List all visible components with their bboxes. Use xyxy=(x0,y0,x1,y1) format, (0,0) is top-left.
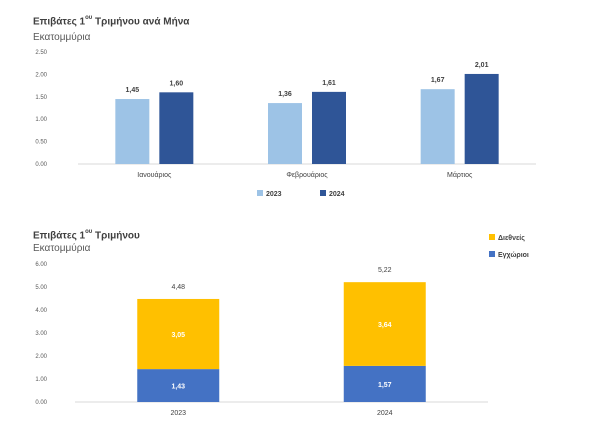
total-label: 5,22 xyxy=(378,267,392,274)
segment-label: 3,64 xyxy=(378,322,392,329)
data-label: 1,67 xyxy=(431,77,445,84)
y-tick-label: 2.50 xyxy=(35,50,47,56)
legend-label: Διεθνείς xyxy=(498,235,525,242)
bar-2024-0 xyxy=(159,92,194,164)
y-tick-label: 2.00 xyxy=(35,354,47,360)
legend-swatch-Διεθνείς xyxy=(489,234,495,240)
legend-label: 2023 xyxy=(266,191,282,198)
x-category-label: Μάρτιος xyxy=(447,171,473,179)
total-label: 4,48 xyxy=(171,284,185,291)
chart1-subtitle: Εκατομμύρια xyxy=(33,32,91,43)
y-tick-label: 6.00 xyxy=(35,262,47,268)
chart2-subtitle: Εκατομμύρια xyxy=(33,243,91,254)
bar-2023-1 xyxy=(268,103,302,164)
legend-swatch-Εγχώριοι xyxy=(489,251,495,257)
monthly-passengers-chart: 0.00 0.50 1.00 1.50 2.00 2.50 1,45 1,60 Ιανουάρι… xyxy=(35,50,536,198)
y-tick-label: 0.50 xyxy=(35,140,47,146)
legend-swatch-2023 xyxy=(257,190,263,196)
data-label: 1,61 xyxy=(322,80,336,87)
segment-label: 3,05 xyxy=(171,332,185,339)
y-tick-label: 1.50 xyxy=(35,95,47,101)
y-tick-label: 0.00 xyxy=(35,162,47,168)
bar-2024-2 xyxy=(464,73,499,164)
bar-segment-Εγχώριοι-0 xyxy=(137,369,220,402)
x-category-label: Ιανουάριος xyxy=(137,171,172,179)
legend-swatch-2024 xyxy=(320,190,326,196)
y-tick-label: 1.00 xyxy=(35,377,47,383)
y-tick-label: 4.00 xyxy=(35,308,47,314)
x-category-label: 2023 xyxy=(170,410,186,417)
data-label: 2,01 xyxy=(475,62,489,69)
bar-segment-Διεθνείς-1 xyxy=(343,282,426,366)
y-tick-label: 1.00 xyxy=(35,117,47,123)
x-category-label: Φεβρουάριος xyxy=(286,171,328,179)
segment-label: 1,57 xyxy=(378,382,392,389)
quarterly-passengers-chart: 0.00 1.00 2.00 3.00 4.00 5.00 6.00 1,43 3,05 4,48… xyxy=(35,234,529,417)
segment-label: 1,43 xyxy=(171,384,185,391)
y-tick-label: 0.00 xyxy=(35,400,47,406)
bar-2023-0 xyxy=(115,99,150,164)
data-label: 1,60 xyxy=(170,80,184,87)
data-label: 1,45 xyxy=(126,87,140,94)
data-label: 1,36 xyxy=(278,91,292,98)
y-tick-label: 2.00 xyxy=(35,72,47,78)
x-category-label: 2024 xyxy=(377,410,393,417)
bar-2023-2 xyxy=(420,89,455,164)
chart1-title: Επιβάτες 1ου Τριμήνου ανά Μήνα xyxy=(33,15,190,28)
bar-segment-Διεθνείς-0 xyxy=(137,298,220,370)
bar-2024-1 xyxy=(312,91,346,164)
legend-label: 2024 xyxy=(329,191,345,198)
y-tick-label: 5.00 xyxy=(35,285,47,291)
legend-label: Εγχώριοι xyxy=(498,252,529,259)
bar-segment-Εγχώριοι-1 xyxy=(343,365,426,402)
y-tick-label: 3.00 xyxy=(35,331,47,337)
chart2-title: Επιβάτες 1ου Τριμήνου xyxy=(33,229,140,242)
